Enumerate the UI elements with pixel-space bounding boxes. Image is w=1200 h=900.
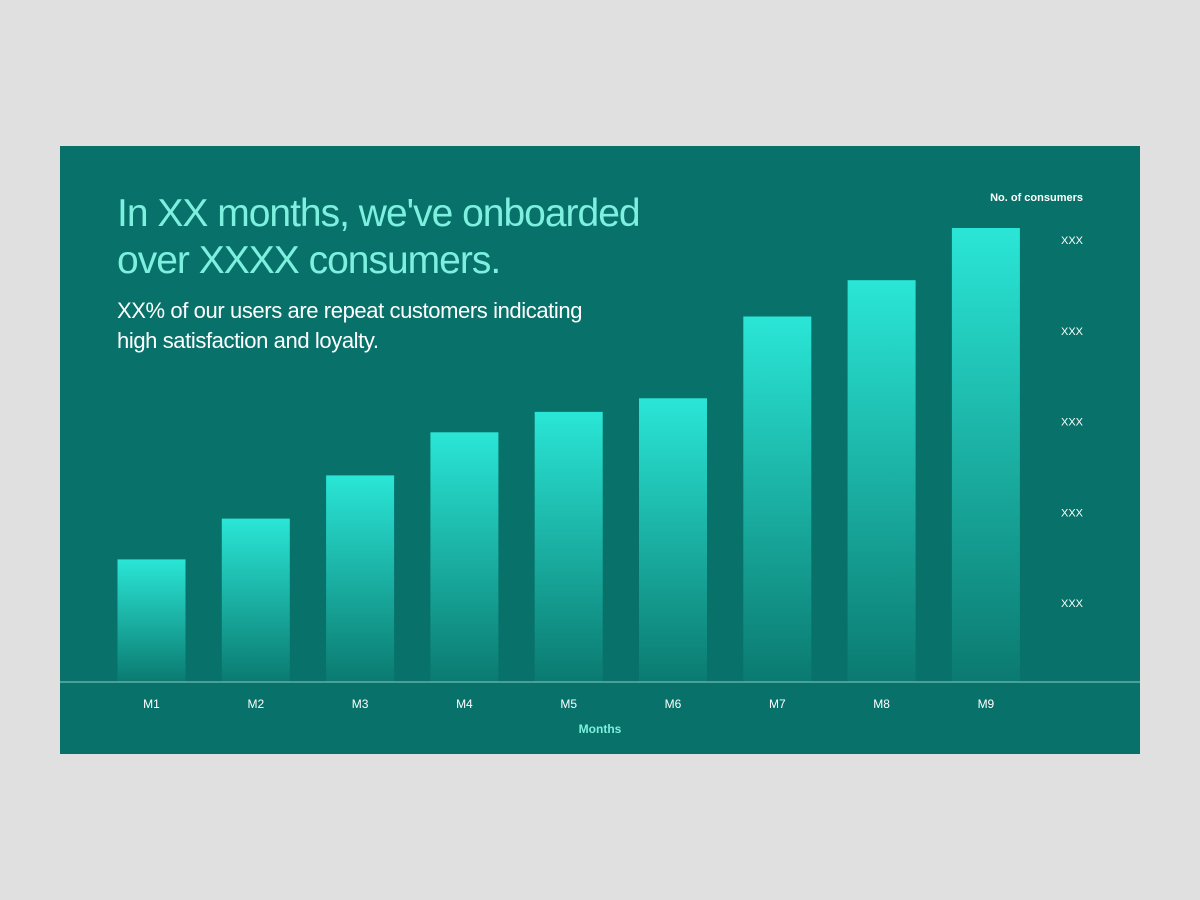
bar-m9 (951, 228, 1020, 682)
y-tick-label: XXX (1061, 507, 1084, 519)
x-tick-label: M2 (247, 697, 264, 711)
y-tick-label: XXX (1061, 417, 1084, 429)
x-tick-label: M7 (769, 697, 786, 711)
x-tick-labels: M1 M2 M3 M4 M5 M6 M7 M8 M9 (143, 697, 994, 711)
x-tick-label: M5 (560, 697, 577, 711)
bar-m2 (221, 518, 290, 682)
x-tick-label: M8 (873, 697, 890, 711)
y-tick-label: XXX (1061, 235, 1084, 247)
bars-layer (117, 228, 1020, 683)
bar-chart: M1 M2 M3 M4 M5 M6 M7 M8 M9 XXX XXX XXX XXX XXX No. o… (60, 192, 1140, 736)
bar-m6 (639, 398, 707, 683)
x-axis-title: Months (579, 722, 622, 736)
bar-m5 (534, 411, 603, 682)
y-tick-labels: XXX XXX XXX XXX XXX (1061, 235, 1084, 610)
x-tick-label: M6 (665, 697, 682, 711)
x-tick-label: M1 (143, 697, 160, 711)
y-tick-label: XXX (1061, 326, 1084, 338)
y-axis-title: No. of consumers (990, 192, 1083, 204)
headline: In XX months, we've onboarded over XXXX … (117, 192, 641, 282)
bar-m8 (847, 280, 916, 682)
bar-m4 (430, 432, 499, 682)
x-tick-label: M3 (352, 697, 369, 711)
bar-m1 (117, 559, 186, 682)
subheadline: XX% of our users are repeat customers in… (117, 298, 583, 353)
bar-m3 (326, 475, 395, 682)
bar-m7 (743, 316, 812, 682)
y-tick-label: XXX (1061, 598, 1084, 610)
chart-slide: M1 M2 M3 M4 M5 M6 M7 M8 M9 XXX XXX XXX XXX XXX No. o… (60, 146, 1140, 754)
x-tick-label: M4 (456, 697, 473, 711)
x-tick-label: M9 (978, 697, 995, 711)
